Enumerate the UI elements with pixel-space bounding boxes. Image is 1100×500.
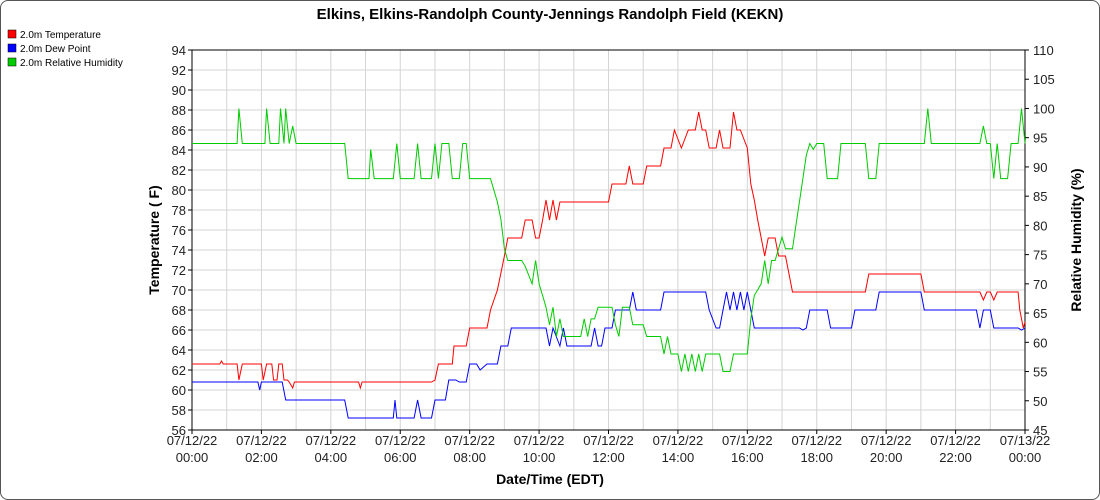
x-tick-date: 07/12/22 [167,433,218,448]
x-tick-time: 04:00 [315,450,348,465]
x-tick-time: 22:00 [939,450,972,465]
y2-tick-label: 105 [1033,72,1055,87]
y-tick-label: 90 [172,83,186,98]
y2-tick-label: 70 [1033,277,1047,292]
y-tick-label: 58 [172,403,186,418]
series-layer [192,108,1026,419]
x-tick-time: 10:00 [523,450,556,465]
y2-tick-label: 45 [1033,423,1047,438]
x-tick-date: 07/12/22 [722,433,773,448]
y-tick-label: 88 [172,103,186,118]
y-tick-label: 92 [172,63,186,78]
x-tick-time: 14:00 [662,450,695,465]
x-tick-date: 07/12/22 [306,433,357,448]
y-tick-label: 86 [172,123,186,138]
x-tick-date: 07/13/22 [1000,433,1051,448]
x-tick-date: 07/12/22 [791,433,842,448]
y-tick-label: 82 [172,163,186,178]
y2-tick-label: 110 [1033,43,1054,58]
y-tick-label: 76 [172,223,186,238]
y-tick-label: 70 [172,283,186,298]
series-line-2-0m-relative-humidity [192,108,1026,372]
y-tick-label: 84 [172,143,186,158]
x-tick-time: 20:00 [870,450,903,465]
x-tick-date: 07/12/22 [583,433,634,448]
x-tick-time: 08:00 [453,450,486,465]
x-tick-time: 02:00 [245,450,278,465]
x-tick-time: 00:00 [1009,450,1042,465]
y2-tick-label: 100 [1033,101,1055,116]
grid [191,49,1026,431]
y2-tick-label: 95 [1033,131,1047,146]
y-axis-right-label: Relative Humidity (%) [1068,168,1084,311]
y2-tick-label: 60 [1033,335,1047,350]
x-tick-date: 07/12/22 [375,433,426,448]
y-tick-label: 64 [172,343,186,358]
x-tick-time: 12:00 [592,450,625,465]
y-tick-label: 80 [172,183,186,198]
series-line-2-0m-dew-point [192,291,1026,419]
y-tick-label: 74 [172,243,186,258]
y-tick-label: 62 [172,363,186,378]
y-tick-label: 78 [172,203,186,218]
x-axis: 07/12/22 00:00 07/12/22 02:00 07/12/22 04:00 0… [167,430,1051,465]
x-tick-date: 07/12/22 [861,433,912,448]
x-tick-time: 16:00 [731,450,764,465]
x-tick-date: 07/12/22 [444,433,495,448]
y2-tick-label: 85 [1033,189,1047,204]
x-tick-date: 07/12/22 [236,433,287,448]
x-axis-label: Date/Time (EDT) [496,471,604,487]
legend-label-2-0m-dew-point: 2.0m Dew Point [20,44,91,55]
y2-tick-label: 75 [1033,248,1047,263]
y-axis-right: 45 50 55 60 65 70 75 80 85 90 95 100 105 110 [1025,43,1055,438]
legend-swatch-2-0m-temperature [7,29,17,39]
y2-tick-label: 50 [1033,394,1047,409]
y-tick-label: 56 [172,423,186,438]
legend-swatch-2-0m-dew-point [7,43,17,53]
y-axis-left-label: Temperature ( F) [146,185,162,294]
y-tick-label: 72 [172,263,186,278]
y2-tick-label: 80 [1033,218,1047,233]
y-tick-label: 94 [172,43,186,58]
y-tick-label: 68 [172,303,186,318]
x-tick-date: 07/12/22 [514,433,565,448]
x-tick-date: 07/12/22 [930,433,981,448]
x-tick-time: 06:00 [384,450,417,465]
legend: 2.0m Temperature 2.0m Dew Point 2.0m Relat… [7,29,123,69]
x-tick-date: 07/12/22 [653,433,704,448]
y-axis-left: 56 58 60 62 64 66 68 70 72 74 76 78 80 82 84 86 88 90 92 94 [172,43,192,438]
y2-tick-label: 90 [1033,160,1047,175]
legend-label-2-0m-temperature: 2.0m Temperature [20,30,101,41]
y-tick-label: 60 [172,383,186,398]
y-tick-label: 66 [172,323,186,338]
x-tick-time: 18:00 [800,450,833,465]
legend-label-2-0m-relative-humidity: 2.0m Relative Humidity [20,58,123,69]
x-tick-time: 00:00 [176,450,209,465]
y2-tick-label: 55 [1033,365,1047,380]
chart-title: Elkins, Elkins-Randolph County-Jennings … [317,6,784,23]
y2-tick-label: 65 [1033,306,1047,321]
series-line-2-0m-temperature [192,111,1026,390]
legend-swatch-2-0m-relative-humidity [7,57,17,67]
